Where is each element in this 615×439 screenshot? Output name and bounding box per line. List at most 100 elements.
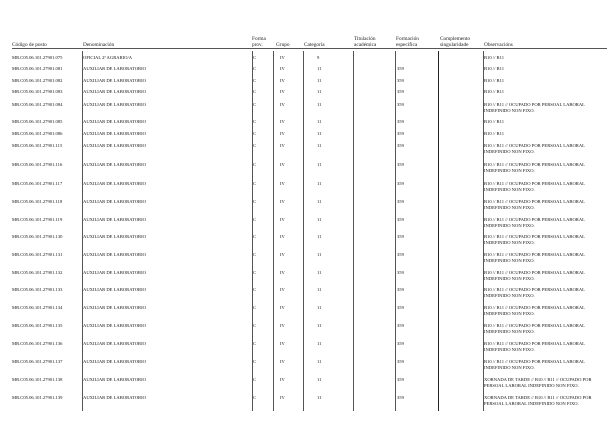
cell-grupo: IV xyxy=(280,181,285,186)
cell-forma: C xyxy=(253,377,257,382)
cell-forma: C xyxy=(253,102,257,107)
cell-observacions: XORNADA DE TARDE // B10 // B11 // OCUPAD… xyxy=(484,377,592,388)
cell-formacion: 359 xyxy=(397,89,404,94)
cell-formacion: 359 xyxy=(397,395,404,400)
cell-categoria: 11 xyxy=(317,341,322,346)
cell-observacions: B10 // B11 // OCUPADO POR PERSOAL LABORA… xyxy=(484,305,585,316)
cell-grupo: IV xyxy=(280,55,285,60)
cell-formacion: 359 xyxy=(397,119,404,124)
header-forma: Forma prov. xyxy=(252,36,266,48)
cell-forma: C xyxy=(253,143,257,148)
cell-grupo: IV xyxy=(280,143,285,148)
cell-formacion: 359 xyxy=(397,252,404,257)
column-divider xyxy=(303,51,304,411)
cell-grupo: IV xyxy=(280,102,285,107)
header-formacion: Formación específica xyxy=(396,36,419,48)
cell-denominacion: AUXILIAR DE LABORATORIO xyxy=(83,78,146,83)
cell-denominacion: AUXILIAR DE LABORATORIO xyxy=(83,89,146,94)
cell-formacion: 359 xyxy=(397,162,404,167)
cell-categoria: 11 xyxy=(317,199,322,204)
cell-grupo: IV xyxy=(280,162,285,167)
column-divider xyxy=(82,51,83,411)
cell-codigo: MR.C05.06.101.27901.134 xyxy=(12,305,63,310)
cell-observacions: B10 // B11 // OCUPADO POR PERSOAL LABORA… xyxy=(484,287,585,298)
cell-categoria: 11 xyxy=(317,143,322,148)
cell-denominacion: AUXILIAR DE LABORATORIO xyxy=(83,323,146,328)
cell-formacion: 359 xyxy=(397,66,404,71)
cell-observacions: B10 // B11 // OCUPADO POR PERSOAL LABORA… xyxy=(484,143,585,154)
cell-forma: C xyxy=(253,217,257,222)
cell-codigo: MR.C05.06.101.27901.130 xyxy=(12,234,63,239)
column-divider xyxy=(483,51,484,411)
cell-codigo: MR.C05.06.101.27901.138 xyxy=(12,377,63,382)
cell-codigo: MR.C05.06.101.27901.131 xyxy=(12,252,63,257)
cell-categoria: 9 xyxy=(317,55,320,60)
cell-codigo: MR.C05.06.101.27901.085 xyxy=(12,119,63,124)
cell-grupo: IV xyxy=(280,199,285,204)
header-codigo: Código de posto xyxy=(12,42,47,48)
cell-observacions: B10 // B11 // OCUPADO POR PERSOAL LABORA… xyxy=(484,323,585,334)
cell-formacion: 359 xyxy=(397,287,404,292)
cell-observacions: B10 // B11 // OCUPADO POR PERSOAL LABORA… xyxy=(484,270,585,281)
cell-grupo: IV xyxy=(280,341,285,346)
cell-denominacion: AUXILIAR DE LABORATORIO xyxy=(83,252,146,257)
cell-forma: C xyxy=(253,119,257,124)
cell-categoria: 11 xyxy=(317,89,322,94)
cell-denominacion: AUXILIAR DE LABORATORIO xyxy=(83,119,146,124)
cell-denominacion: AUXILIAR DE LABORATORIO xyxy=(83,131,146,136)
cell-forma: C xyxy=(253,162,257,167)
cell-codigo: MR.C05.06.101.27901.116 xyxy=(12,162,63,167)
cell-observacions: B10 // B11 // OCUPADO POR PERSOAL LABORA… xyxy=(484,234,585,245)
cell-codigo: MR.C05.06.101.27901.135 xyxy=(12,323,63,328)
cell-denominacion: AUXILIAR DE LABORATORIO xyxy=(83,377,146,382)
cell-denominacion: AUXILIAR DE LABORATORIO xyxy=(83,181,146,186)
cell-formacion: 359 xyxy=(397,323,404,328)
cell-formacion: 359 xyxy=(397,270,404,275)
cell-categoria: 11 xyxy=(317,102,322,107)
cell-observacions: B10 // B11 // OCUPADO POR PERSOAL LABORA… xyxy=(484,199,585,210)
cell-observacions: B10 // B11 // OCUPADO POR PERSOAL LABORA… xyxy=(484,102,585,113)
cell-formacion: 359 xyxy=(397,305,404,310)
cell-denominacion: AUXILIAR DE LABORATORIO xyxy=(83,162,146,167)
cell-grupo: IV xyxy=(280,323,285,328)
cell-grupo: IV xyxy=(280,119,285,124)
cell-denominacion: AUXILIAR DE LABORATORIO xyxy=(83,395,146,400)
cell-categoria: 11 xyxy=(317,78,322,83)
cell-categoria: 11 xyxy=(317,252,322,257)
cell-formacion: 359 xyxy=(397,377,404,382)
cell-grupo: IV xyxy=(280,234,285,239)
cell-denominacion: AUXILIAR DE LABORATORIO xyxy=(83,66,146,71)
cell-forma: C xyxy=(253,181,257,186)
cell-formacion: 359 xyxy=(397,131,404,136)
cell-codigo: MR.C05.06.101.27901.136 xyxy=(12,341,63,346)
cell-observacions: B10 // B11 // OCUPADO POR PERSOAL LABORA… xyxy=(484,359,585,370)
cell-grupo: IV xyxy=(280,217,285,222)
header-observacions: Observacións xyxy=(484,42,513,48)
cell-forma: C xyxy=(253,199,257,204)
cell-codigo: MR.C05.06.101.27901.115 xyxy=(12,143,63,148)
column-divider xyxy=(438,51,439,411)
cell-categoria: 11 xyxy=(317,287,322,292)
cell-grupo: IV xyxy=(280,305,285,310)
cell-grupo: IV xyxy=(280,131,285,136)
cell-forma: C xyxy=(253,287,257,292)
cell-grupo: IV xyxy=(280,252,285,257)
cell-observacions: B10 // B11 xyxy=(484,66,504,71)
cell-grupo: IV xyxy=(280,395,285,400)
cell-codigo: MR.C05.06.101.27901.083 xyxy=(12,89,63,94)
cell-formacion: 359 xyxy=(397,143,404,148)
cell-grupo: IV xyxy=(280,78,285,83)
cell-codigo: MR.C05.06.101.27901.117 xyxy=(12,181,63,186)
cell-grupo: IV xyxy=(280,66,285,71)
column-divider xyxy=(395,51,396,411)
cell-grupo: IV xyxy=(280,359,285,364)
cell-categoria: 11 xyxy=(317,270,322,275)
cell-forma: C xyxy=(253,131,257,136)
cell-formacion: 359 xyxy=(397,234,404,239)
cell-forma: C xyxy=(253,270,257,275)
cell-grupo: IV xyxy=(280,377,285,382)
header-denominacion: Denominación xyxy=(83,42,115,48)
cell-denominacion: AUXILIAR DE LABORATORIO xyxy=(83,234,146,239)
cell-categoria: 11 xyxy=(317,131,322,136)
cell-forma: C xyxy=(253,89,257,94)
